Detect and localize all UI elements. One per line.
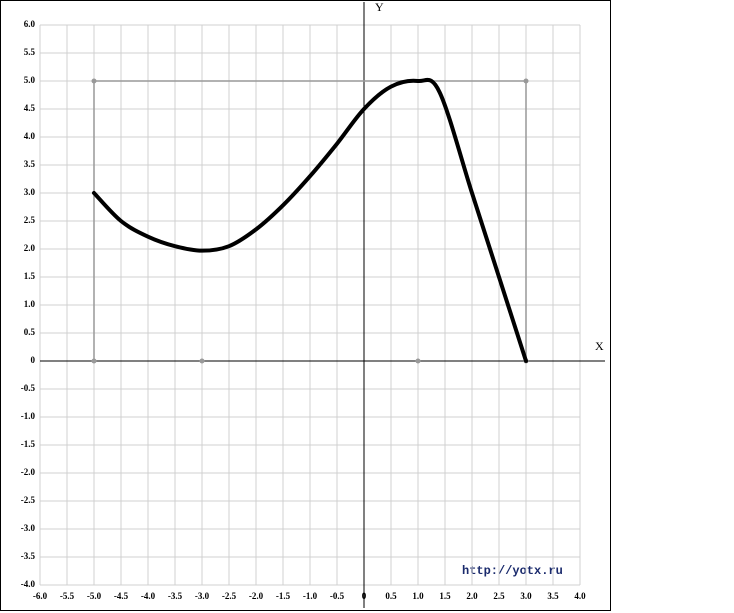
x-tick-label: -3.0 — [195, 591, 210, 601]
x-tick-label: 1.5 — [439, 591, 451, 601]
x-tick-label: 2.5 — [493, 591, 505, 601]
guide-point — [199, 358, 205, 364]
y-tick-label: 4.5 — [24, 103, 36, 113]
y-tick-label: 3.5 — [24, 159, 36, 169]
y-tick-label: 0.5 — [24, 327, 36, 337]
y-tick-label: 4.0 — [24, 131, 36, 141]
x-tick-label: 1.0 — [412, 591, 424, 601]
x-axis-label: X — [595, 339, 604, 353]
watermark: http://yotx.ru — [462, 564, 563, 578]
y-tick-label: -3.0 — [21, 523, 36, 533]
x-tick-label: -4.5 — [114, 591, 129, 601]
y-tick-label: -1.0 — [21, 411, 36, 421]
x-tick-label: -6.0 — [33, 591, 48, 601]
y-tick-label: 6.0 — [24, 19, 36, 29]
x-tick-label: -4.0 — [141, 591, 156, 601]
x-tick-label: -1.5 — [276, 591, 291, 601]
x-tick-label: -5.0 — [87, 591, 102, 601]
y-tick-label: 2.0 — [24, 243, 36, 253]
y-tick-label: -1.5 — [21, 439, 36, 449]
guide-line — [93, 80, 527, 361]
x-tick-label: -2.0 — [249, 591, 264, 601]
x-tick-label: -3.5 — [168, 591, 183, 601]
x-tick-label: -0.5 — [330, 591, 345, 601]
y-tick-label: -2.0 — [21, 467, 36, 477]
y-tick-label: 3.0 — [24, 187, 36, 197]
y-tick-label: -3.5 — [21, 551, 36, 561]
y-tick-label: -0.5 — [21, 383, 36, 393]
y-tick-label: -4.0 — [21, 579, 36, 589]
x-tick-label: -2.5 — [222, 591, 237, 601]
x-tick-label: -1.0 — [303, 591, 318, 601]
guide-point — [523, 78, 529, 84]
x-tick-label: 3.0 — [520, 591, 532, 601]
guide-point — [415, 358, 421, 364]
y-tick-label: 1.0 — [24, 299, 36, 309]
x-tick-label: 4.0 — [574, 591, 586, 601]
y-tick-label: 2.5 — [24, 215, 36, 225]
frame — [0, 0, 611, 611]
y-tick-label: 0 — [31, 355, 36, 365]
y-tick-label: 5.5 — [24, 47, 36, 57]
guide-point — [91, 358, 97, 364]
y-tick-label: 5.0 — [24, 75, 36, 85]
y-tick-label: -2.5 — [21, 495, 36, 505]
y-tick-label: 1.5 — [24, 271, 36, 281]
curve — [92, 77, 528, 363]
x-tick-label: 0.5 — [385, 591, 397, 601]
x-tick-label: 3.5 — [547, 591, 559, 601]
x-tick-label: 2.0 — [466, 591, 478, 601]
y-axis-label: Y — [375, 0, 384, 14]
guide-point — [91, 78, 97, 84]
x-tick-label: -5.5 — [60, 591, 75, 601]
